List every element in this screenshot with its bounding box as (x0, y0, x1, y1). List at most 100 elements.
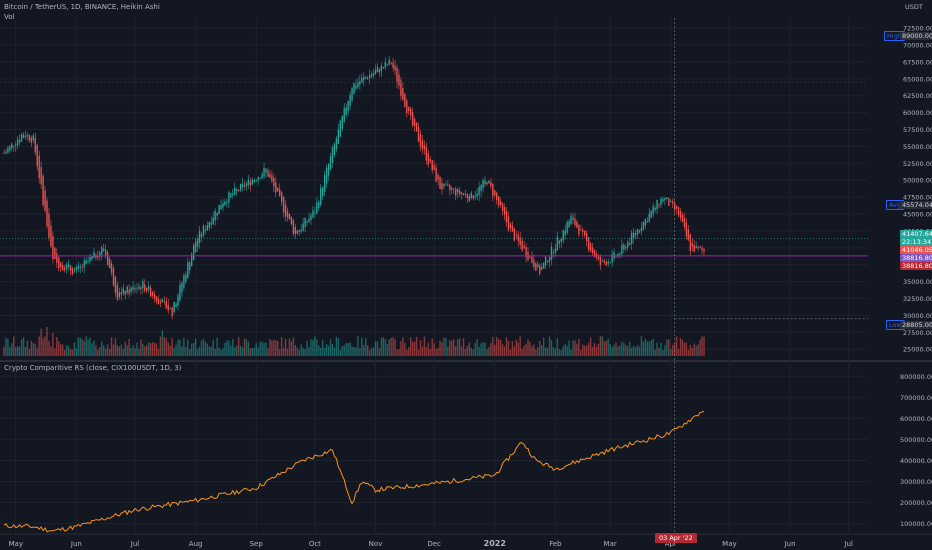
candle-body (257, 177, 259, 181)
candle-body (20, 134, 23, 142)
volume-bar (443, 337, 445, 356)
candle-body (386, 64, 388, 66)
candle-body (93, 251, 95, 258)
volume-bar (161, 330, 164, 356)
candle-body (468, 196, 471, 202)
candle-body (654, 207, 656, 211)
currency-label[interactable]: USDT (905, 3, 923, 11)
time-tick-label: Feb (549, 540, 562, 548)
candle-body (568, 220, 570, 228)
candle-body (173, 301, 175, 313)
volume-bar (314, 336, 316, 356)
candle-body (63, 267, 66, 271)
volume-bar (675, 336, 678, 356)
candle-body (331, 147, 334, 163)
volume-bar (247, 341, 250, 356)
volume-bar (439, 340, 441, 356)
candle-body (556, 236, 559, 251)
volume-bar (118, 346, 121, 356)
volume-bar (322, 340, 324, 356)
candle-body (376, 67, 379, 73)
volume-bar (650, 340, 652, 356)
chart-title[interactable]: Bitcoin / TetherUS, 1D, BINANCE, Heikin … (4, 3, 160, 11)
candle-body (288, 214, 291, 220)
volume-bar (142, 343, 144, 356)
volume-bar (11, 343, 13, 356)
candle-body (320, 187, 322, 205)
volume-bar (447, 346, 449, 356)
candle-body (519, 237, 521, 245)
volume-legend[interactable]: Vol (4, 13, 15, 21)
candle-body (206, 225, 209, 231)
volume-bar (263, 342, 265, 356)
volume-bar (288, 338, 291, 356)
volume-bar (191, 343, 193, 356)
candle-body (558, 240, 560, 244)
volume-bar (130, 348, 132, 356)
candle-body (60, 263, 62, 268)
candle-body (351, 88, 353, 101)
volume-bar (476, 339, 478, 356)
volume-bar (44, 336, 46, 356)
volume-bar (335, 336, 338, 356)
rs-tick-label: 700000.00 (900, 394, 932, 402)
volume-bar (609, 344, 611, 356)
volume-bar (81, 338, 83, 356)
volume-bar (576, 343, 578, 356)
candle-body (629, 242, 631, 245)
volume-bar (189, 349, 191, 356)
volume-bar (494, 344, 496, 356)
candle-body (398, 74, 400, 86)
volume-bar (196, 348, 199, 356)
volume-bar (410, 337, 412, 356)
candle-body (486, 182, 488, 185)
candle-body (18, 140, 21, 143)
candle-body (363, 76, 365, 81)
candle-body (194, 241, 197, 253)
candle-body (515, 234, 517, 236)
volume-bar (587, 342, 590, 356)
candle-body (337, 129, 340, 144)
candle-body (662, 198, 664, 202)
volume-bar (462, 338, 465, 356)
candle-body (185, 274, 187, 282)
volume-bar (521, 348, 523, 356)
volume-bar (210, 346, 212, 356)
indicator-legend[interactable]: Crypto Comparitive RS (close, CIX100USDT… (4, 364, 182, 372)
candle-body (636, 229, 639, 235)
candle-body (589, 243, 592, 252)
volume-bar (627, 346, 629, 356)
volume-bar (380, 337, 383, 356)
volume-bar (298, 349, 300, 356)
volume-bar (368, 349, 371, 356)
volume-bar (93, 340, 95, 356)
candle-body (118, 292, 121, 297)
candle-body (695, 246, 697, 249)
candle-body (294, 227, 297, 234)
volume-bar (470, 347, 473, 356)
candle-body (249, 182, 252, 186)
time-axis[interactable]: May Jun Jul Aug Sep Oct Nov Dec 2022 Feb Mar Apr May… (8, 539, 852, 548)
volume-bar (556, 338, 559, 356)
candle-body (104, 249, 107, 256)
time-tick-label: Jun (70, 540, 82, 548)
candle-body (144, 284, 146, 291)
candle-body (71, 267, 74, 274)
volume-bar (106, 344, 109, 356)
candle-body (52, 235, 54, 260)
volume-bar (22, 337, 25, 356)
volume-bar (636, 345, 639, 356)
candle-body (267, 170, 269, 177)
volume-bar (89, 337, 91, 356)
volume-bar (458, 338, 461, 356)
candle-body (202, 226, 205, 236)
volume-bar (656, 342, 658, 356)
candle-body (26, 134, 29, 137)
volume-bar (400, 341, 402, 356)
candle-body (546, 261, 549, 263)
candle-body (580, 229, 582, 231)
volume-bar (464, 349, 467, 356)
volume-bar (347, 343, 349, 356)
volume-bar (666, 339, 668, 356)
